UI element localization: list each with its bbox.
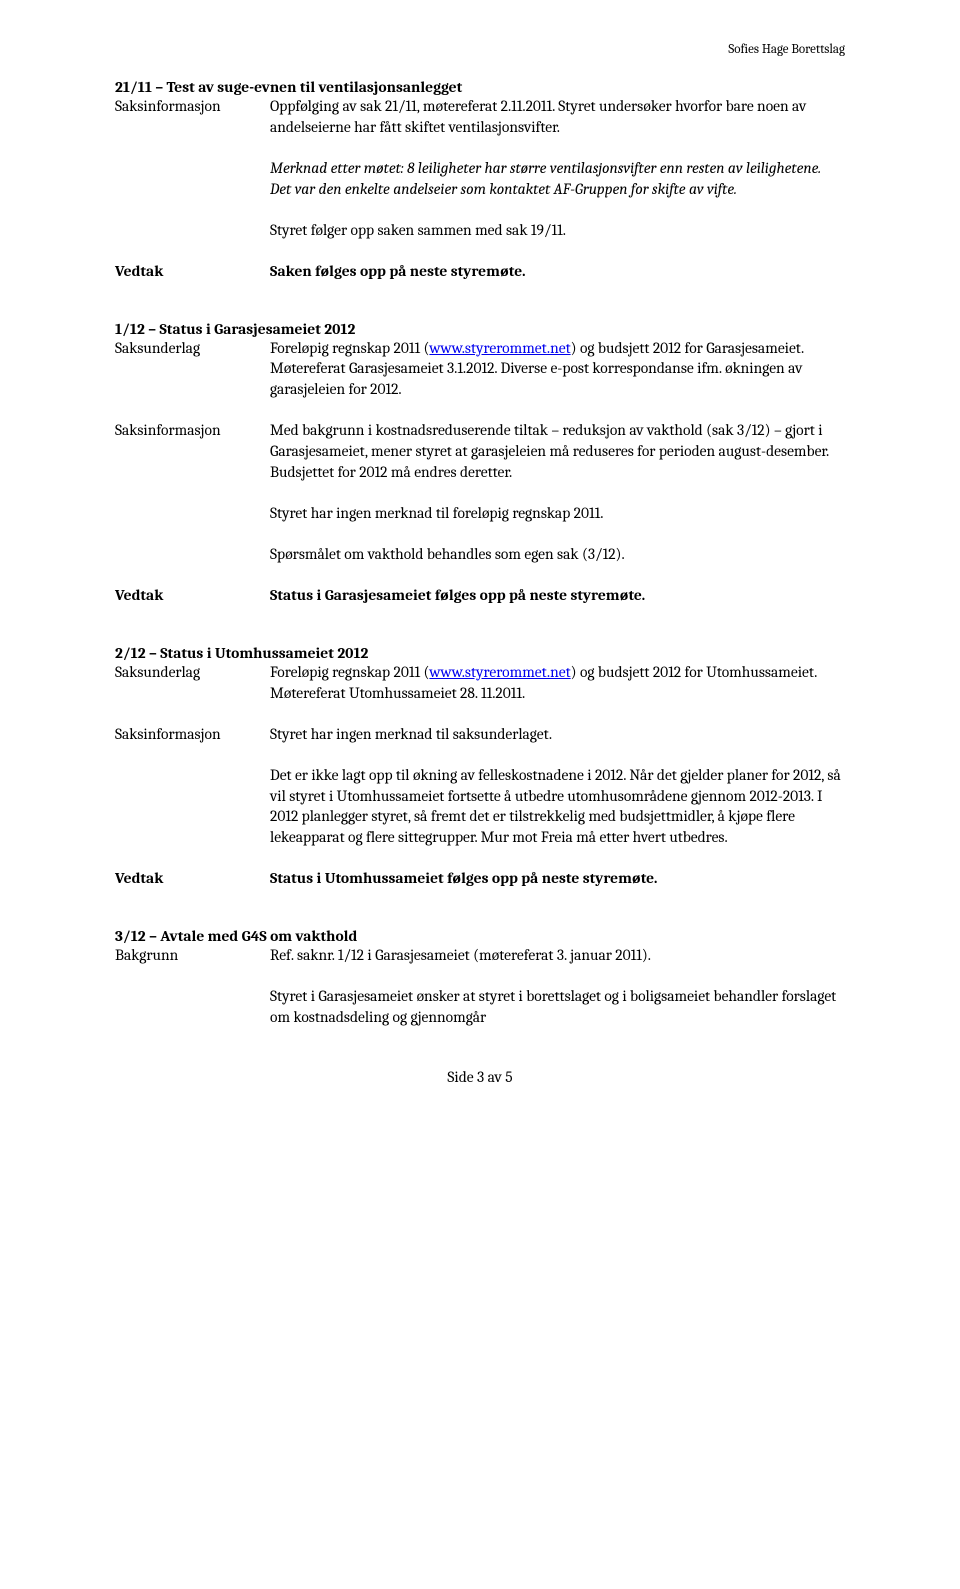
section-1-note: Merknad etter møtet: 8 leiligheter har s… bbox=[270, 158, 845, 200]
label-saksinformasjon: Saksinformasjon bbox=[115, 96, 270, 138]
styrerommet-link[interactable]: www.styrerommet.net bbox=[429, 663, 570, 681]
section-2-p3: Spørsmålet om vakthold behandles som ege… bbox=[270, 544, 845, 565]
document-page: Sofies Hage Borettslag 21/11 – Test av s… bbox=[0, 0, 960, 1589]
section-3-underlag-row: Saksunderlag Foreløpig regnskap 2011 (ww… bbox=[115, 662, 845, 704]
header-org-name: Sofies Hage Borettslag bbox=[728, 42, 845, 57]
section-3-vedtak-text: Status i Utomhussameiet følges opp på ne… bbox=[270, 868, 845, 889]
section-3-info-row: Saksinformasjon Styret har ingen merknad… bbox=[115, 724, 845, 745]
section-2-p2: Styret har ingen merknad til foreløpig r… bbox=[270, 503, 845, 524]
section-4-bg-row: Bakgrunn Ref. saknr. 1/12 i Garasjesamei… bbox=[115, 945, 845, 966]
styrerommet-link[interactable]: www.styrerommet.net bbox=[429, 339, 570, 357]
label-vedtak: Vedtak bbox=[115, 261, 270, 282]
label-saksinformasjon: Saksinformasjon bbox=[115, 420, 270, 483]
section-1-info-text: Oppfølging av sak 21/11, møtereferat 2.1… bbox=[270, 96, 845, 138]
page-footer: Side 3 av 5 bbox=[115, 1068, 845, 1086]
section-4-title: 3/12 – Avtale med G4S om vakthold bbox=[115, 927, 845, 945]
section-2-title: 1/12 – Status i Garasjesameiet 2012 bbox=[115, 320, 845, 338]
section-1-vedtak-text: Saken følges opp på neste styremøte. bbox=[270, 261, 845, 282]
section-1-vedtak-row: Vedtak Saken følges opp på neste styremø… bbox=[115, 261, 845, 282]
underlag-pre: Foreløpig regnskap 2011 ( bbox=[270, 663, 429, 681]
section-2-vedtak-row: Vedtak Status i Garasjesameiet følges op… bbox=[115, 585, 845, 606]
label-saksunderlag: Saksunderlag bbox=[115, 338, 270, 401]
section-2-underlag-row: Saksunderlag Foreløpig regnskap 2011 (ww… bbox=[115, 338, 845, 401]
section-2-info-text: Med bakgrunn i kostnadsreduserende tilta… bbox=[270, 420, 845, 483]
section-3-info-text: Styret har ingen merknad til saksunderla… bbox=[270, 724, 845, 745]
section-3-title: 2/12 – Status i Utomhussameiet 2012 bbox=[115, 644, 845, 662]
label-vedtak: Vedtak bbox=[115, 585, 270, 606]
section-1-info-row: Saksinformasjon Oppfølging av sak 21/11,… bbox=[115, 96, 845, 138]
section-3-p2: Det er ikke lagt opp til økning av felle… bbox=[270, 765, 845, 849]
section-1-title: 21/11 – Test av suge-evnen til ventilasj… bbox=[115, 78, 845, 96]
section-2-vedtak-text: Status i Garasjesameiet følges opp på ne… bbox=[270, 585, 845, 606]
section-2-underlag-text: Foreløpig regnskap 2011 (www.styrerommet… bbox=[270, 338, 845, 401]
section-1-followup: Styret følger opp saken sammen med sak 1… bbox=[270, 220, 845, 241]
label-saksunderlag: Saksunderlag bbox=[115, 662, 270, 704]
section-4-bg-text: Ref. saknr. 1/12 i Garasjesameiet (møter… bbox=[270, 945, 845, 966]
section-3-underlag-text: Foreløpig regnskap 2011 (www.styrerommet… bbox=[270, 662, 845, 704]
section-2-info-row: Saksinformasjon Med bakgrunn i kostnadsr… bbox=[115, 420, 845, 483]
underlag-pre: Foreløpig regnskap 2011 ( bbox=[270, 339, 429, 357]
label-vedtak: Vedtak bbox=[115, 868, 270, 889]
section-4-p2: Styret i Garasjesameiet ønsker at styret… bbox=[270, 986, 845, 1028]
section-3-vedtak-row: Vedtak Status i Utomhussameiet følges op… bbox=[115, 868, 845, 889]
label-saksinformasjon: Saksinformasjon bbox=[115, 724, 270, 745]
label-bakgrunn: Bakgrunn bbox=[115, 945, 270, 966]
